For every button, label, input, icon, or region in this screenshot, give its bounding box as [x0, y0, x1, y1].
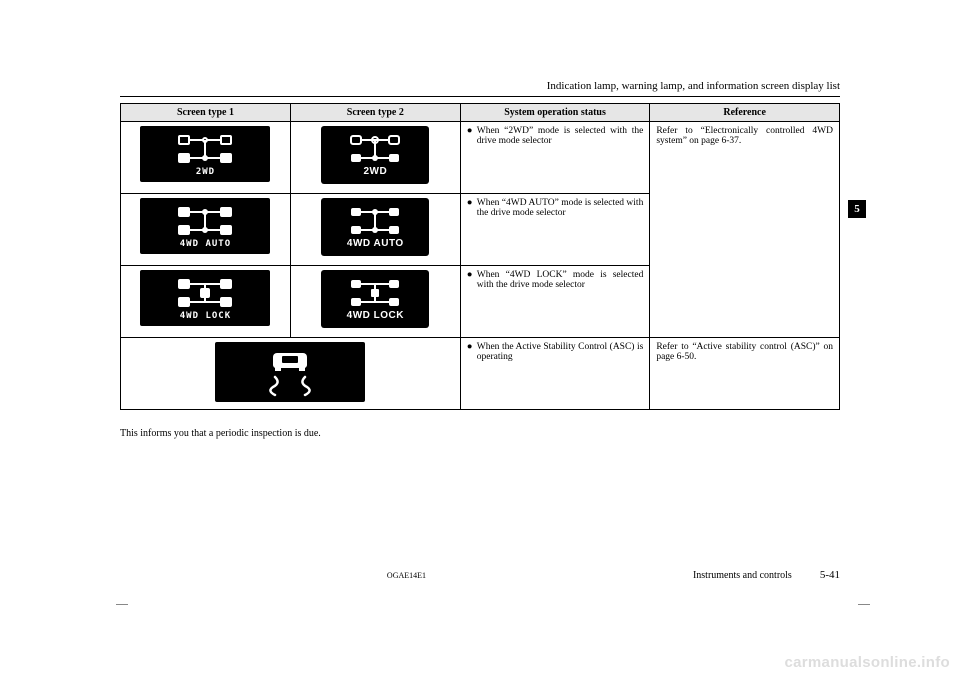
- cell-status-4wd-lock: ● When “4WD LOCK” mode is selected with …: [460, 266, 650, 338]
- dash-label: 4WD LOCK: [180, 311, 231, 321]
- dash-label: 2WD: [196, 167, 215, 177]
- drivetrain-icon: [348, 133, 402, 165]
- dash-label: 4WD AUTO: [180, 239, 231, 249]
- drivetrain-icon: [175, 276, 235, 310]
- table-row: 2WD: [121, 122, 840, 194]
- dash-icon-4wd-lock-type2: 4WD LOCK: [321, 270, 429, 328]
- cell-screen2-2wd: 2WD: [290, 122, 460, 194]
- dash-icon-2wd-type1: 2WD: [140, 126, 270, 182]
- cell-status-2wd: ● When “2WD” mode is selected with the d…: [460, 122, 650, 194]
- dash-icon-asc: [215, 342, 365, 402]
- bullet-icon: ●: [467, 126, 477, 146]
- footer-page-number: 5-41: [820, 569, 840, 581]
- dash-icon-4wd-lock-type1: 4WD LOCK: [140, 270, 270, 326]
- col-screen-2: Screen type 2: [290, 104, 460, 122]
- drivetrain-icon: [348, 205, 402, 237]
- cell-screen1-4wd-auto: 4WD AUTO: [121, 194, 291, 266]
- dash-label: 4WD LOCK: [347, 310, 404, 321]
- drivetrain-icon: [175, 132, 235, 166]
- col-screen-1: Screen type 1: [121, 104, 291, 122]
- cell-status-4wd-auto: ● When “4WD AUTO” mode is selected with …: [460, 194, 650, 266]
- asc-skid-icon: [255, 347, 325, 397]
- cell-ref-4wd: Refer to “Electronically controlled 4WD …: [650, 122, 840, 338]
- col-reference: Reference: [650, 104, 840, 122]
- drivetrain-icon: [175, 204, 235, 238]
- bullet-icon: ●: [467, 342, 477, 362]
- crop-mark: [858, 604, 870, 605]
- chapter-thumb-tab: 5: [848, 200, 866, 218]
- dash-icon-4wd-auto-type1: 4WD AUTO: [140, 198, 270, 254]
- table-header-row: Screen type 1 Screen type 2 System opera…: [121, 104, 840, 122]
- footer-chapter: Instruments and controls: [693, 570, 792, 581]
- crop-mark: [116, 604, 128, 605]
- footer-doc-code: OGAE14E1: [120, 571, 693, 580]
- status-text: When “2WD” mode is selected with the dri…: [477, 126, 644, 146]
- table-row: ● When the Active Stability Control (ASC…: [121, 338, 840, 410]
- bullet-icon: ●: [467, 270, 477, 290]
- cell-ref-asc: Refer to “Active stability control (ASC)…: [650, 338, 840, 410]
- status-text: When “4WD AUTO” mode is selected with th…: [477, 198, 644, 218]
- cell-screen2-4wd-lock: 4WD LOCK: [290, 266, 460, 338]
- col-status: System operation status: [460, 104, 650, 122]
- cell-status-asc: ● When the Active Stability Control (ASC…: [460, 338, 650, 410]
- dash-label: 2WD: [363, 166, 387, 177]
- drivetrain-icon: [348, 277, 402, 309]
- cell-screen1-4wd-lock: 4WD LOCK: [121, 266, 291, 338]
- cell-screen-asc: [121, 338, 461, 410]
- page-content: Indication lamp, warning lamp, and infor…: [120, 80, 840, 439]
- bullet-icon: ●: [467, 198, 477, 218]
- dash-label: 4WD AUTO: [347, 238, 404, 249]
- dash-icon-2wd-type2: 2WD: [321, 126, 429, 184]
- watermark: carmanualsonline.info: [785, 654, 951, 671]
- periodic-inspection-note: This informs you that a periodic inspect…: [120, 428, 840, 439]
- cell-screen2-4wd-auto: 4WD AUTO: [290, 194, 460, 266]
- cell-screen1-2wd: 2WD: [121, 122, 291, 194]
- dash-icon-4wd-auto-type2: 4WD AUTO: [321, 198, 429, 256]
- page-footer: OGAE14E1 Instruments and controls 5-41: [120, 569, 840, 581]
- status-text: When “4WD LOCK” mode is selected with th…: [477, 270, 644, 290]
- status-text: When the Active Stability Control (ASC) …: [477, 342, 644, 362]
- section-rule: [120, 96, 840, 97]
- indicator-table: Screen type 1 Screen type 2 System opera…: [120, 103, 840, 410]
- section-title: Indication lamp, warning lamp, and infor…: [120, 80, 840, 92]
